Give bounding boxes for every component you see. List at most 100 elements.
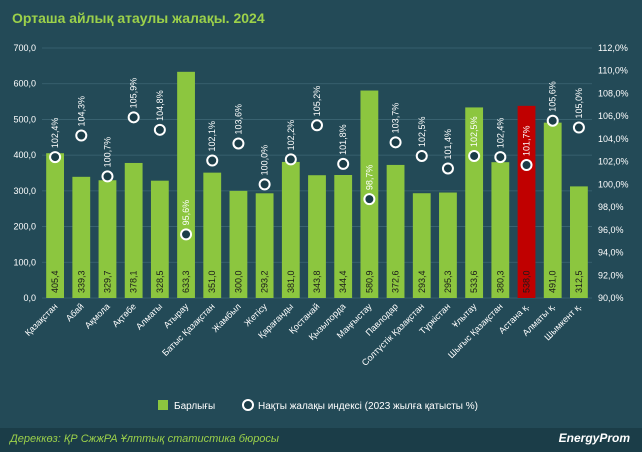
index-value-label: 102,5% xyxy=(417,116,427,147)
y-right-tick-label: 90,0% xyxy=(598,293,624,303)
index-point xyxy=(520,159,533,172)
index-value-label: 102,4% xyxy=(50,118,60,149)
index-point xyxy=(180,228,193,241)
bar-value-label: 293,2 xyxy=(260,270,270,293)
bar-value-label: 295,3 xyxy=(443,270,453,293)
bar-value-label: 293,4 xyxy=(417,270,427,293)
y-right-tick-label: 100,0% xyxy=(598,179,629,189)
bar-value-label: 351,0 xyxy=(207,270,217,293)
legend-bar-label: Барлығы xyxy=(174,401,215,412)
bar xyxy=(72,176,91,298)
y-right-tick-label: 108,0% xyxy=(598,88,629,98)
bar xyxy=(308,175,326,298)
category-label: Қазақстан xyxy=(23,301,60,338)
y-left-tick-label: 500,0 xyxy=(13,114,36,124)
y-right-tick-label: 104,0% xyxy=(598,134,629,144)
bar xyxy=(203,172,222,298)
index-point xyxy=(468,149,481,162)
index-value-label: 105,2% xyxy=(312,86,322,117)
bar xyxy=(177,71,195,298)
index-point xyxy=(441,162,454,175)
bar xyxy=(124,162,143,298)
bar-value-label: 378,1 xyxy=(129,270,139,293)
chart-title: Орташа айлық атаулы жалақы. 2024 xyxy=(12,10,265,26)
bar-value-label: 372,6 xyxy=(391,270,401,293)
y-left-tick-label: 700,0 xyxy=(13,43,36,53)
y-left-tick-label: 300,0 xyxy=(13,186,36,196)
y-left-tick-label: 200,0 xyxy=(13,222,36,232)
index-point xyxy=(389,136,402,149)
bar-value-label: 491,0 xyxy=(548,270,558,293)
category-label: Ақмола xyxy=(83,301,112,330)
bar-value-label: 538,0 xyxy=(522,270,532,293)
bar xyxy=(281,161,300,298)
index-value-label: 101,8% xyxy=(338,124,348,155)
index-value-label: 101,4% xyxy=(443,129,453,160)
category-label: Абай xyxy=(64,301,86,323)
y-right-tick-label: 94,0% xyxy=(598,248,624,258)
index-point xyxy=(75,129,88,142)
legend-index-swatch xyxy=(242,399,254,411)
y-right-tick-label: 96,0% xyxy=(598,225,624,235)
index-point xyxy=(284,153,297,166)
bar xyxy=(543,122,562,299)
category-label: Алматы xyxy=(134,301,164,331)
bar xyxy=(229,190,248,298)
footer-bar xyxy=(0,428,642,452)
bar-value-label: 312,5 xyxy=(574,270,584,293)
index-value-label: 95,6% xyxy=(181,200,191,226)
bar-value-label: 343,8 xyxy=(312,270,322,293)
bar-value-label: 380,3 xyxy=(495,270,505,293)
index-value-label: 102,2% xyxy=(286,120,296,151)
index-value-label: 100,0% xyxy=(260,145,270,176)
y-right-tick-label: 110,0% xyxy=(598,66,628,76)
bar-value-label: 533,6 xyxy=(469,270,479,293)
bar-value-label: 339,3 xyxy=(76,270,86,293)
y-right-tick-label: 112,0% xyxy=(598,43,628,53)
index-value-label: 105,9% xyxy=(129,78,139,109)
bar-value-label: 344,4 xyxy=(338,270,348,293)
bar-value-label: 329,7 xyxy=(102,270,112,293)
bar xyxy=(439,192,457,298)
bar xyxy=(491,162,510,298)
index-point xyxy=(337,157,350,170)
bar-value-label: 633,3 xyxy=(181,270,191,293)
y-right-tick-label: 98,0% xyxy=(598,202,624,212)
index-point xyxy=(546,114,559,127)
y-left-tick-label: 0,0 xyxy=(23,293,36,303)
index-point xyxy=(153,123,166,136)
index-point xyxy=(101,170,114,183)
bar xyxy=(412,193,431,298)
index-value-label: 104,8% xyxy=(155,90,165,121)
y-left-tick-label: 400,0 xyxy=(13,150,36,160)
bar-value-label: 405,4 xyxy=(50,270,60,293)
legend-bar-swatch xyxy=(158,400,168,410)
brand-logo: EnergyProm xyxy=(558,431,630,445)
source-note: Дереккөз: ҚР СжжРА Ұлттық статистика бюр… xyxy=(10,433,280,445)
bar-value-label: 580,9 xyxy=(364,270,374,293)
index-value-label: 103,6% xyxy=(233,104,243,135)
index-value-label: 100,7% xyxy=(102,137,112,168)
bar xyxy=(517,105,536,298)
bar-value-label: 381,0 xyxy=(286,270,296,293)
bar xyxy=(46,153,64,298)
index-point xyxy=(258,178,271,191)
bar xyxy=(255,193,274,298)
y-right-tick-label: 106,0% xyxy=(598,111,629,121)
index-point xyxy=(206,154,219,167)
category-label: Жамбыл xyxy=(210,301,243,334)
index-point xyxy=(572,121,585,134)
y-right-tick-label: 102,0% xyxy=(598,157,629,167)
bar-value-label: 328,5 xyxy=(155,270,165,293)
index-value-label: 98,7% xyxy=(364,165,374,191)
index-value-label: 105,6% xyxy=(548,81,558,112)
bar xyxy=(334,175,353,298)
index-point xyxy=(127,111,140,124)
index-value-label: 105,0% xyxy=(574,88,584,119)
y-left-tick-label: 600,0 xyxy=(13,79,36,89)
index-value-label: 103,7% xyxy=(391,103,401,134)
index-value-label: 104,3% xyxy=(76,96,86,127)
index-value-label: 102,1% xyxy=(207,121,217,152)
